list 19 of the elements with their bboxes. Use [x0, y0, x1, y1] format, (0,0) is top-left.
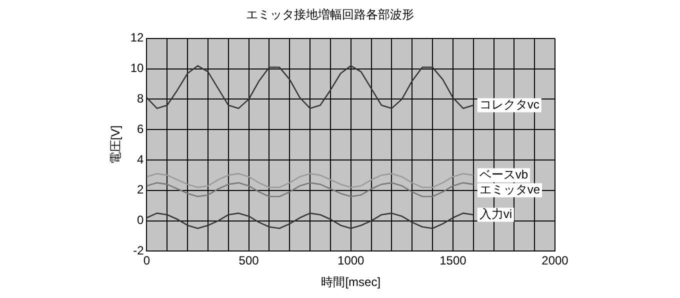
y-tick-label: 12: [130, 30, 144, 45]
y-tick-label: -2: [133, 244, 144, 258]
series-label: ベースvb: [479, 168, 528, 182]
y-tick-label: 2: [137, 182, 144, 197]
x-tick-label: 1500: [440, 254, 467, 268]
chart-title: エミッタ接地増幅回路各部波形: [246, 8, 414, 22]
series-label: エミッタve: [479, 182, 540, 197]
x-tick-label: 1000: [338, 254, 365, 268]
x-tick-label: 2000: [542, 254, 569, 268]
y-tick-label: 4: [137, 152, 144, 166]
series-label: 入力vi: [479, 207, 512, 222]
y-tick-label: 8: [137, 92, 144, 106]
series-label: コレクタvc: [479, 98, 540, 112]
y-tick-label: 0: [137, 213, 144, 228]
x-axis-title: 時間[msec]: [321, 275, 381, 290]
y-tick-label: 6: [137, 122, 144, 136]
y-axis-title: 電圧[V]: [108, 125, 123, 164]
y-tick-label: 10: [130, 61, 144, 76]
x-tick-label: 500: [238, 254, 260, 268]
